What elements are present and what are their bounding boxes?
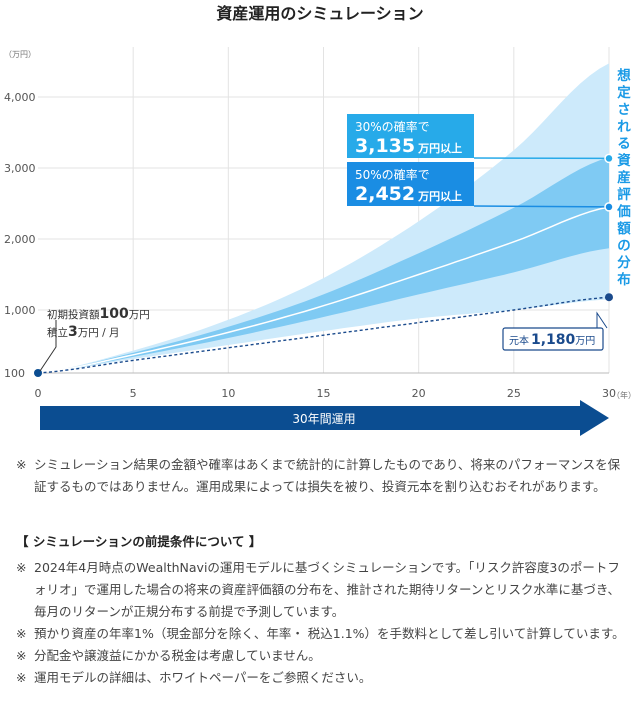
x-tick-label: 20: [412, 387, 426, 400]
p50-line2: 2,452 万円以上: [355, 183, 462, 205]
vertical-label-char: 分: [617, 255, 631, 271]
assumption-text: 2024年4月時点のWealthNaviの運用モデルに基づくシミュレーションです…: [34, 560, 621, 619]
principal-point: [605, 293, 613, 302]
p30-line2: 3,135 万円以上: [355, 135, 462, 157]
disclaimer-text: シミュレーション結果の金額や確率はあくまで統計的に計算したものであり、将来のパフ…: [34, 457, 621, 494]
outer-distribution-band: [38, 63, 609, 374]
initial-annotation-leader: [39, 320, 57, 372]
y-tick-label: 3,000: [4, 162, 36, 175]
p30-point: [604, 153, 614, 164]
vertical-label-char: る: [617, 136, 631, 152]
vertical-label-char: 額: [616, 220, 631, 237]
x-tick-label: 30: [602, 387, 616, 400]
vertical-label-char: 評: [617, 186, 631, 203]
vertical-label-char: 布: [617, 271, 631, 288]
x-tick-label: 0: [35, 387, 42, 400]
period-label: 30年間運用: [292, 412, 355, 426]
chart-title: 資産運用のシミュレーション: [216, 4, 423, 23]
y-unit-label: （万円）: [4, 50, 36, 59]
note-mark: ※: [16, 560, 27, 575]
inner-distribution-band: [38, 157, 609, 373]
asset-simulation-chart: 資産運用のシミュレーション （万円） 1001,0002,0003,0004,0…: [4, 4, 636, 436]
x-tick-label: 25: [507, 387, 521, 400]
y-tick-label: 1,000: [4, 304, 36, 317]
vertical-label-char: 産: [617, 169, 631, 186]
p50-line1: 50%の確率で: [355, 167, 430, 182]
assumption-note: ※ 分配金や譲渡益にかかる税金は考慮していません。: [16, 645, 628, 667]
initial-investment-label: 初期投資額100万円: [47, 306, 150, 322]
x-tick-label: 15: [317, 387, 331, 400]
vertical-label-char: 資: [617, 152, 631, 169]
assumption-note: ※ 預かり資産の年率1%（現金部分を除く、年率・ 税込1.1%）を手数料として差し…: [16, 623, 628, 645]
p50-guide-line: [473, 205, 610, 208]
p30-line1: 30%の確率で: [355, 119, 430, 134]
disclaimer-note: ※ シミュレーション結果の金額や確率はあくまで統計的に計算したものであり、将来のパ…: [16, 454, 628, 498]
monthly-contribution-label: 積立3万円 / 月: [47, 324, 119, 340]
note-mark: ※: [16, 457, 27, 472]
principal-dashed-line: [37, 296, 610, 374]
assumptions-heading: 【 シミュレーションの前提条件について 】: [16, 534, 262, 549]
p50-point: [604, 202, 614, 212]
vertical-label-char: の: [617, 238, 631, 254]
period-arrow: [40, 400, 609, 436]
x-unit-label: （年）: [612, 390, 636, 400]
principal-box: [502, 327, 604, 351]
y-tick-label: 4,000: [4, 91, 36, 104]
y-axis-ticks: 100 1,000 2,000 3,000 4,000: [4, 91, 36, 380]
assumption-text: 運用モデルの詳細は、ホワイトペーパーをご参照ください。: [34, 670, 372, 685]
vertical-label-char: 想: [616, 67, 631, 84]
note-mark: ※: [16, 626, 27, 641]
x-axis-ticks: 0 5 10 15 20 25 30: [35, 387, 617, 400]
note-mark: ※: [16, 670, 27, 685]
p30-box: [347, 114, 474, 158]
assumptions-section: 【 シミュレーションの前提条件について 】 ※ 2024年4月時点のWealthN…: [16, 531, 628, 689]
vertical-label-char: 価: [616, 203, 631, 220]
p50-box: [347, 162, 474, 206]
grid-lines: [38, 47, 610, 374]
principal-annotation-leader: [596, 311, 608, 329]
vertical-label-char: れ: [617, 119, 631, 135]
disclaimer-section: ※ シミュレーション結果の金額や確率はあくまで統計的に計算したものであり、将来のパ…: [16, 454, 628, 498]
median-line: [37, 206, 610, 374]
y-tick-label: 2,000: [4, 233, 36, 246]
vertical-label-char: 定: [617, 84, 631, 101]
y-tick-label: 100: [4, 367, 25, 380]
note-mark: ※: [16, 648, 27, 663]
assumption-text: 預かり資産の年率1%（現金部分を除く、年率・ 税込1.1%）を手数料として差し引…: [34, 626, 625, 641]
assumption-note: ※ 運用モデルの詳細は、ホワイトペーパーをご参照ください。: [16, 667, 628, 689]
assumption-text: 分配金や譲渡益にかかる税金は考慮していません。: [34, 648, 321, 663]
assumption-note: ※ 2024年4月時点のWealthNaviの運用モデルに基づくシミュレーションで…: [16, 557, 628, 623]
x-tick-label: 5: [130, 387, 137, 400]
vertical-label-char: さ: [617, 102, 631, 118]
principal-label: 元本 1,180万円: [509, 332, 595, 348]
x-tick-label: 10: [221, 387, 235, 400]
